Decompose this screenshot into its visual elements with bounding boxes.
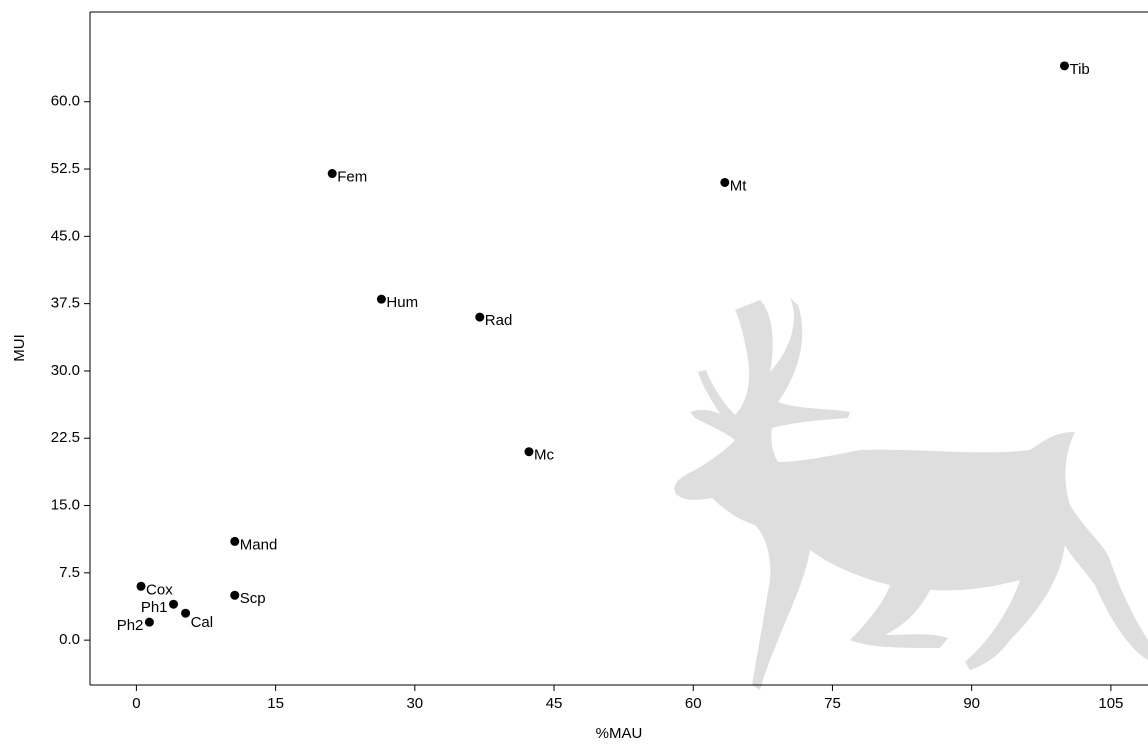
y-tick-label: 45.0 (51, 227, 80, 244)
y-tick-label: 15.0 (51, 497, 80, 514)
point-label: Tib (1069, 61, 1089, 78)
y-tick-label: 52.5 (51, 160, 80, 177)
point (230, 590, 240, 600)
point-label: Mt (730, 177, 747, 194)
point-label: Ph1 (141, 599, 168, 616)
point-label: Cox (146, 581, 173, 598)
reindeer-silhouette (674, 298, 1148, 690)
point (524, 447, 534, 457)
point (144, 617, 154, 627)
point (376, 294, 386, 304)
point-label: Fem (337, 168, 367, 185)
y-tick-label: 37.5 (51, 295, 80, 312)
x-tick-label: 90 (963, 695, 980, 712)
point-label: Mand (240, 536, 278, 553)
point (230, 536, 240, 546)
point-label: Ph2 (117, 617, 144, 634)
x-tick-label: 75 (824, 695, 841, 712)
y-axis-label: MUI (11, 334, 28, 362)
x-tick-label: 0 (132, 695, 140, 712)
point (720, 177, 730, 187)
point-label: Scp (240, 590, 266, 607)
x-tick-label: 60 (685, 695, 702, 712)
y-tick-label: 60.0 (51, 93, 80, 110)
point-label: Rad (485, 312, 513, 329)
point-label: Hum (386, 294, 418, 311)
point (327, 169, 337, 179)
point (1059, 61, 1069, 71)
x-tick-label: 30 (406, 695, 423, 712)
x-tick-label: 45 (546, 695, 563, 712)
x-axis-label: %MAU (596, 725, 643, 742)
y-tick-label: 0.0 (59, 631, 80, 648)
y-tick-label: 7.5 (59, 564, 80, 581)
point-label: Mc (534, 447, 554, 464)
y-tick-label: 22.5 (51, 429, 80, 446)
point (169, 599, 179, 609)
point (136, 581, 146, 591)
x-tick-label: 105 (1098, 695, 1123, 712)
point (181, 608, 191, 618)
point-label: Cal (191, 614, 214, 631)
point (475, 312, 485, 322)
x-tick-label: 15 (267, 695, 284, 712)
y-tick-label: 30.0 (51, 362, 80, 379)
